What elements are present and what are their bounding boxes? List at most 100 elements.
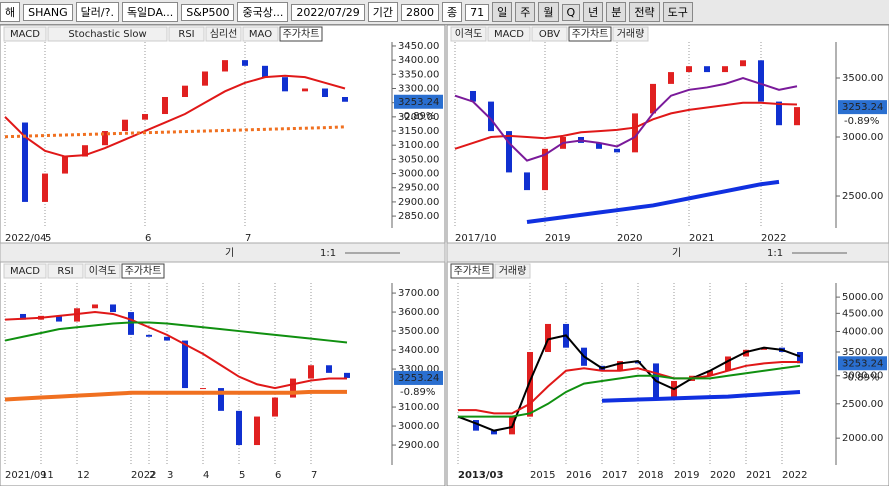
candle	[725, 356, 731, 371]
tab-label[interactable]: 이격도	[455, 27, 483, 40]
tab-label[interactable]: MACD	[10, 29, 40, 40]
candle	[22, 122, 28, 202]
candle	[262, 65, 268, 78]
x-tick-label: 2019	[674, 470, 699, 481]
y-tick-label: 3400.00	[398, 55, 439, 66]
tab-label[interactable]: Stochastic Slow	[68, 29, 146, 40]
tab	[487, 26, 531, 42]
toolbar-field[interactable]: 기간	[367, 2, 398, 22]
tab-label[interactable]: MACD	[10, 266, 40, 277]
candle	[62, 156, 68, 174]
x-tick-label: 6	[145, 233, 151, 244]
y-tick-label: 3700.00	[398, 288, 439, 299]
y-tick-label: 2950.00	[398, 183, 439, 194]
toolbar-field[interactable]: 해	[0, 2, 21, 22]
candle	[668, 72, 674, 84]
tab-label[interactable]: OBV	[539, 29, 560, 40]
candle	[797, 352, 803, 364]
charts: MACD Stochastic Slow RSI 심리선 MAO 주가차트 3450.00 3…	[0, 24, 889, 486]
period-button[interactable]: 년	[583, 2, 604, 22]
tab	[612, 26, 649, 42]
candle	[164, 336, 170, 341]
price-tag	[394, 370, 443, 385]
tab-label[interactable]: 이격도	[89, 264, 117, 277]
ma-line	[4, 74, 346, 158]
candle	[617, 361, 623, 371]
y-tick-label: 3100.00	[398, 402, 439, 413]
toolbar-field[interactable]: 중국상...	[237, 2, 289, 22]
y-tick-label: 3500.00	[842, 347, 883, 358]
y-tick-label: 3000.00	[398, 169, 439, 180]
tab-label[interactable]: 거래량	[617, 28, 645, 40]
candle	[236, 410, 242, 446]
candle	[650, 83, 656, 114]
x-tick-label: 2013/03	[458, 470, 503, 481]
toolbar-field[interactable]: 종	[442, 2, 463, 22]
tab-label[interactable]: 주가차트	[454, 265, 491, 277]
candle	[122, 119, 128, 132]
tab	[531, 26, 568, 42]
tab	[121, 263, 165, 279]
period-button[interactable]: Q	[561, 3, 581, 21]
period-button[interactable]: 월	[538, 2, 559, 22]
x-tick-label: 2021	[689, 233, 714, 244]
menu-button[interactable]: 전략	[629, 2, 660, 22]
candle	[272, 397, 278, 417]
candle	[740, 60, 746, 67]
change-label: -0.89%	[844, 116, 879, 127]
toolbar-field[interactable]: 독일DA...	[121, 2, 179, 22]
menu-button[interactable]: 도구	[662, 2, 693, 22]
ma-line	[601, 389, 801, 403]
candle	[707, 370, 713, 376]
tab-label[interactable]: RSI	[57, 266, 73, 277]
candle	[542, 148, 548, 191]
x-tick-label: 2	[149, 470, 155, 481]
change-label: -0.89%	[400, 111, 435, 122]
toolbar: 해 SHANG 달러/?. 독일DA... S&P500 중국상... 2022/07/29…	[0, 0, 889, 25]
period-button[interactable]: 일	[492, 2, 513, 22]
tab-label[interactable]: 주가차트	[283, 28, 320, 40]
toolbar-field[interactable]: 71	[465, 3, 490, 21]
x-tick-label: 7	[245, 233, 251, 244]
x-tick-label: 5	[239, 470, 245, 481]
candle	[322, 88, 328, 98]
candle	[110, 304, 116, 313]
tab-label[interactable]: 거래량	[499, 265, 527, 277]
period-button[interactable]: 주	[515, 2, 536, 22]
ma-line	[4, 311, 347, 390]
y-tick-label: 3300.00	[398, 84, 439, 95]
x-tick-label: 2018	[638, 470, 663, 481]
x-tick-label: 2017/10	[455, 233, 497, 244]
x-tick-label: 11	[41, 470, 54, 481]
tab	[450, 263, 494, 279]
x-tick-label: 6	[275, 470, 281, 481]
toolbar-field[interactable]: S&P500	[181, 3, 235, 21]
toolbar-field[interactable]: 2022/07/29	[291, 3, 365, 21]
tab-label[interactable]: 심리선	[210, 28, 238, 40]
x-tick-label: 5	[45, 233, 51, 244]
tab-label[interactable]: MACD	[494, 29, 524, 40]
toolbar-field[interactable]: 2800	[401, 3, 439, 21]
candle	[290, 378, 296, 398]
candle	[488, 101, 494, 132]
y-tick-label: 3500.00	[398, 326, 439, 337]
candle	[222, 60, 228, 72]
period-button[interactable]: 분	[606, 2, 627, 22]
candle	[776, 101, 782, 126]
price-tag-label: 3253.24	[398, 373, 439, 384]
tab-label[interactable]: MAO	[249, 29, 272, 40]
toolbar-field[interactable]: 달러/?.	[75, 2, 119, 22]
toolbar-field[interactable]: SHANG	[23, 3, 73, 21]
y-tick-label: 2900.00	[398, 197, 439, 208]
x-tick-label: 3	[167, 470, 173, 481]
tab	[47, 26, 168, 42]
y-tick-label: 2500.00	[842, 191, 883, 202]
tab	[494, 263, 531, 279]
panel	[446, 261, 889, 486]
candle	[162, 97, 168, 115]
tab-label[interactable]: 주가차트	[572, 28, 609, 40]
tab-label[interactable]: 주가차트	[125, 265, 162, 277]
candle	[491, 430, 497, 435]
ma-line	[458, 361, 800, 415]
tab-label[interactable]: RSI	[178, 29, 194, 40]
